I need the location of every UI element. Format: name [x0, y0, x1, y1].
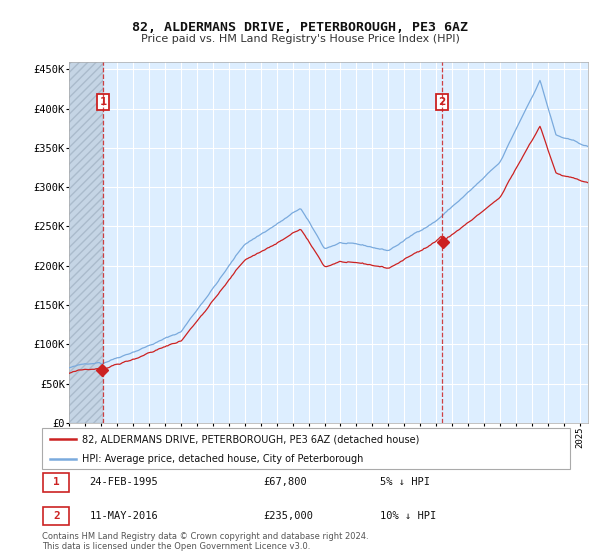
Text: 5% ↓ HPI: 5% ↓ HPI [380, 477, 430, 487]
Text: Price paid vs. HM Land Registry's House Price Index (HPI): Price paid vs. HM Land Registry's House … [140, 34, 460, 44]
82, ALDERMANS DRIVE, PETERBOROUGH, PE3 6AZ (detached house) [127, 357, 134, 364]
82, ALDERMANS DRIVE, PETERBOROUGH, PE3 6AZ (detached house) [454, 227, 461, 234]
HPI: Average price, detached house, City of Peterborough: (2.02e+03, 3.27e+05): Average price, detached house, City of P… [493, 163, 500, 170]
HPI: Average price, detached house, City of Peterborough: (2.01e+03, 2.43e+05): Average price, detached house, City of P… [413, 228, 421, 235]
Text: 1: 1 [53, 477, 59, 487]
82, ALDERMANS DRIVE, PETERBOROUGH, PE3 6AZ (detached house) [584, 179, 592, 186]
HPI: Average price, detached house, City of Peterborough: (2.02e+03, 2.58e+05): Average price, detached house, City of P… [434, 217, 441, 223]
82, ALDERMANS DRIVE, PETERBOROUGH, PE3 6AZ (detached house) [493, 197, 500, 204]
HPI: Average price, detached house, City of Peterborough: (1.99e+03, 7.02e+04): Average price, detached house, City of P… [65, 365, 73, 371]
Text: HPI: Average price, detached house, City of Peterborough: HPI: Average price, detached house, City… [82, 454, 363, 464]
Text: 2: 2 [439, 97, 446, 107]
Text: £235,000: £235,000 [264, 511, 314, 521]
Bar [69, 62, 103, 423]
Text: 82, ALDERMANS DRIVE, PETERBOROUGH, PE3 6AZ (detached house): 82, ALDERMANS DRIVE, PETERBOROUGH, PE3 6… [82, 435, 419, 444]
HPI: Average price, detached house, City of Peterborough: (2.03e+03, 3.52e+05): Average price, detached house, City of P… [584, 143, 592, 150]
Text: 82, ALDERMANS DRIVE, PETERBOROUGH, PE3 6AZ: 82, ALDERMANS DRIVE, PETERBOROUGH, PE3 6… [132, 21, 468, 34]
82, ALDERMANS DRIVE, PETERBOROUGH, PE3 6AZ (detached house) [65, 370, 73, 377]
Text: 10% ↓ HPI: 10% ↓ HPI [380, 511, 436, 521]
Text: 1: 1 [100, 97, 107, 107]
FancyBboxPatch shape [42, 428, 570, 469]
HPI: Average price, detached house, City of Peterborough: (2.02e+03, 2.95e+05): Average price, detached house, City of P… [466, 188, 473, 195]
82, ALDERMANS DRIVE, PETERBOROUGH, PE3 6AZ (detached house) [536, 123, 544, 130]
Text: 24-FEB-1995: 24-FEB-1995 [89, 477, 158, 487]
HPI: Average price, detached house, City of Peterborough: (2.02e+03, 2.81e+05): Average price, detached house, City of P… [454, 199, 461, 206]
Text: 2: 2 [53, 511, 59, 521]
Line: HPI: Average price, detached house, City of Peterborough: HPI: Average price, detached house, City… [69, 81, 588, 368]
Line: 82, ALDERMANS DRIVE, PETERBOROUGH, PE3 6AZ (detached house): 82, ALDERMANS DRIVE, PETERBOROUGH, PE3 6… [69, 127, 588, 374]
FancyBboxPatch shape [43, 507, 70, 525]
FancyBboxPatch shape [43, 473, 70, 492]
82, ALDERMANS DRIVE, PETERBOROUGH, PE3 6AZ (detached house) [466, 218, 473, 225]
HPI: Average price, detached house, City of Peterborough: (2.02e+03, 4.36e+05): Average price, detached house, City of P… [536, 77, 544, 84]
82, ALDERMANS DRIVE, PETERBOROUGH, PE3 6AZ (detached house) [434, 237, 441, 244]
HPI: Average price, detached house, City of Peterborough: (2e+03, 8.82e+04): Average price, detached house, City of P… [127, 350, 134, 357]
Text: £67,800: £67,800 [264, 477, 308, 487]
Text: 11-MAY-2016: 11-MAY-2016 [89, 511, 158, 521]
82, ALDERMANS DRIVE, PETERBOROUGH, PE3 6AZ (detached house) [413, 249, 421, 255]
Text: Contains HM Land Registry data © Crown copyright and database right 2024.
This d: Contains HM Land Registry data © Crown c… [42, 532, 368, 552]
